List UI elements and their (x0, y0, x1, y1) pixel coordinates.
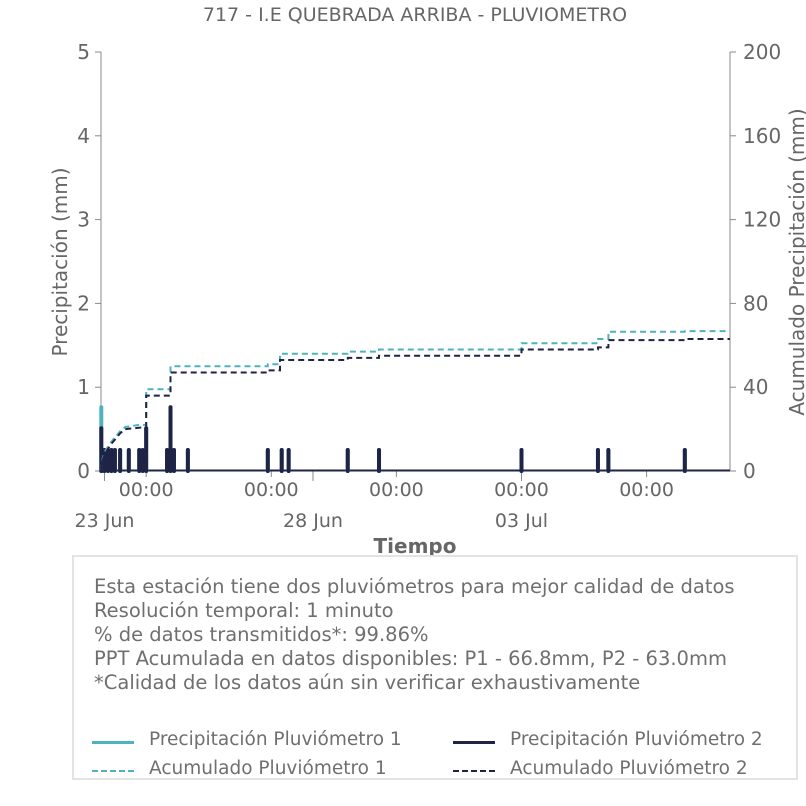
x-date-tick-label: 03 Jul (495, 510, 548, 532)
x-time-tick-label: 00:00 (619, 479, 674, 501)
cumulative-line (100, 330, 730, 472)
x-time-tick-label: 00:00 (494, 479, 549, 501)
series-1 (99, 405, 687, 473)
cumulative-line (100, 338, 730, 472)
info-line-resolution: Resolución temporal: 1 minuto (94, 599, 394, 622)
legend-swatch-p1-cum (92, 770, 134, 772)
y-axis-right-label: Acumulado Precipitación (mm) (785, 108, 806, 415)
y-right-tick-label: 120 (743, 208, 781, 232)
x-time-tick-label: 00:00 (244, 479, 299, 501)
info-line-accumulated: PPT Acumulada en datos disponibles: P1 -… (94, 647, 727, 670)
x-time-tick-label: 00:00 (119, 479, 174, 501)
legend-swatch-p2-cum (453, 770, 495, 772)
axes: 0 1 2 3 4 5 0 40 80 120 160 200 00:00 00:00 00:00 00:00… (75, 40, 782, 532)
x-date-tick-label: 23 Jun (75, 510, 135, 532)
info-line-stations: Esta estación tiene dos pluviómetros par… (94, 575, 735, 598)
x-time-tick-label: 00:00 (369, 479, 424, 501)
legend-label-p2-cum: Acumulado Pluviómetro 2 (510, 758, 748, 779)
info-text: Esta estación tiene dos pluviómetros par… (94, 575, 735, 695)
legend-label-p1-precip: Precipitación Pluviómetro 1 (149, 729, 402, 750)
series-2 (100, 330, 730, 472)
y-right-tick-label: 40 (743, 375, 768, 399)
legend-swatch-p2-precip (453, 741, 495, 744)
y-right-tick-label: 200 (743, 40, 781, 64)
info-line-transmitted: % de datos transmitidos*: 99.86% (94, 623, 429, 646)
y-left-tick-label: 4 (77, 124, 90, 148)
y-left-tick-label: 1 (77, 375, 90, 399)
info-line-quality: *Calidad de los datos aún sin verificar … (94, 671, 641, 694)
y-left-tick-label: 5 (77, 40, 90, 64)
legend-swatch-p1-precip (92, 741, 134, 744)
x-date-tick-label: 28 Jun (283, 510, 343, 532)
series-layer (99, 330, 730, 473)
series-3 (100, 338, 730, 472)
y-left-tick-label: 0 (77, 459, 90, 483)
x-axis-label: Tiempo (374, 534, 457, 558)
y-left-tick-label: 3 (77, 208, 90, 232)
y-right-tick-label: 0 (743, 459, 756, 483)
y-right-tick-label: 80 (743, 291, 768, 315)
y-axis-left-label: Precipitación (mm) (48, 167, 72, 356)
y-right-tick-label: 160 (743, 124, 781, 148)
chart-title: 717 - I.E QUEBRADA ARRIBA - PLUVIOMETRO (203, 4, 627, 26)
y-left-tick-label: 2 (77, 291, 90, 315)
legend-label-p2-precip: Precipitación Pluviómetro 2 (510, 729, 763, 750)
info-panel: Esta estación tiene dos pluviómetros par… (72, 555, 798, 780)
legend-label-p1-cum: Acumulado Pluviómetro 1 (149, 758, 387, 779)
